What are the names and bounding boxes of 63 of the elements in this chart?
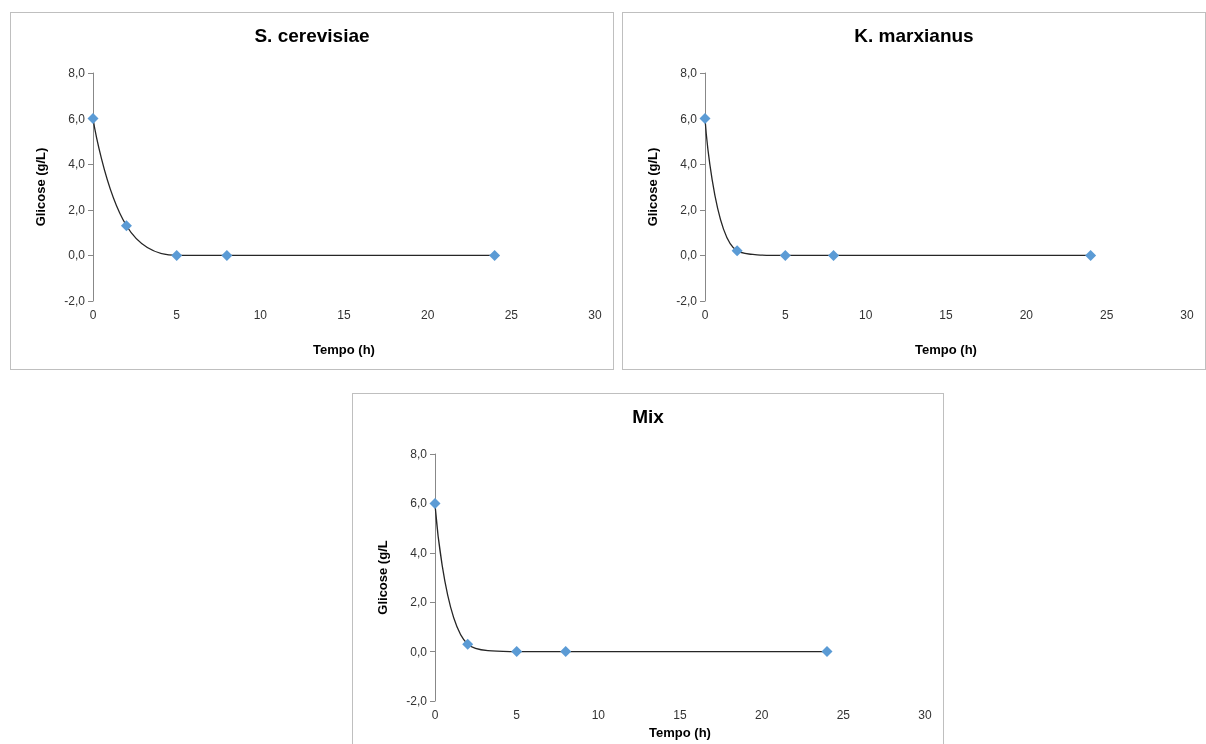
y-tick-label: 8,0 bbox=[68, 66, 86, 80]
x-tick-label: 5 bbox=[173, 308, 181, 322]
y-tick-label: -2,0 bbox=[64, 294, 86, 308]
x-tick-label: 10 bbox=[591, 708, 606, 722]
y-tick-label: 4,0 bbox=[680, 157, 698, 172]
y-axis-title: Glicose (g/L) bbox=[33, 147, 48, 227]
y-tick-label: 8,0 bbox=[680, 66, 698, 80]
chart-title: K. marxianus bbox=[854, 25, 974, 46]
y-tick-label: 0,0 bbox=[410, 644, 428, 659]
y-axis-title: Glicose (g/L) bbox=[645, 147, 660, 227]
x-tick-label: 10 bbox=[858, 308, 873, 322]
x-tick-label: 0 bbox=[701, 308, 709, 322]
point bbox=[828, 249, 840, 261]
point bbox=[429, 497, 441, 509]
x-tick-label: 30 bbox=[588, 308, 602, 322]
y-tick-label: -2,0 bbox=[406, 694, 428, 708]
point bbox=[699, 113, 711, 125]
y-axis-title: Glicose (g/L bbox=[375, 540, 390, 615]
y-tick-label: 6,0 bbox=[68, 111, 86, 126]
x-tick-label: 20 bbox=[1019, 308, 1034, 322]
chart-title: S. cerevisiae bbox=[254, 25, 370, 46]
x-tick-label: 30 bbox=[918, 708, 932, 722]
y-tick-label: 4,0 bbox=[410, 545, 428, 560]
point bbox=[171, 249, 183, 261]
point bbox=[1085, 249, 1097, 261]
x-tick-label: 25 bbox=[1099, 308, 1114, 322]
x-tick-label: 15 bbox=[673, 708, 687, 722]
y-tick-label: 2,0 bbox=[68, 202, 86, 217]
point bbox=[221, 249, 233, 261]
point bbox=[87, 113, 99, 125]
x-tick-label: 20 bbox=[420, 308, 435, 322]
point bbox=[560, 646, 572, 658]
point bbox=[120, 220, 132, 232]
x-axis-title: Tempo (h) bbox=[915, 342, 977, 357]
point bbox=[489, 249, 501, 261]
x-tick-label: 10 bbox=[253, 308, 268, 322]
y-tick-label: 0,0 bbox=[680, 248, 698, 263]
x-tick-label: 0 bbox=[431, 708, 439, 722]
chart-title: Mix bbox=[632, 406, 665, 427]
point bbox=[731, 245, 743, 257]
y-tick-label: 8,0 bbox=[410, 447, 428, 461]
y-tick-label: 2,0 bbox=[680, 202, 698, 217]
x-tick-label: 25 bbox=[504, 308, 519, 322]
x-tick-label: 30 bbox=[1180, 308, 1194, 322]
x-axis-title: Tempo (h) bbox=[313, 342, 375, 357]
x-tick-label: 5 bbox=[513, 708, 521, 722]
x-axis-title: Tempo (h) bbox=[649, 724, 711, 740]
x-tick-label: 25 bbox=[836, 708, 851, 722]
point bbox=[462, 638, 474, 650]
y-tick-label: 6,0 bbox=[680, 111, 698, 126]
point bbox=[821, 646, 833, 658]
point bbox=[779, 249, 791, 261]
y-tick-label: 0,0 bbox=[68, 248, 86, 263]
y-tick-label: 6,0 bbox=[410, 496, 428, 511]
y-tick-label: 2,0 bbox=[410, 595, 428, 610]
y-tick-label: -2,0 bbox=[676, 294, 698, 308]
y-tick-label: 4,0 bbox=[68, 157, 86, 172]
point bbox=[511, 646, 523, 658]
x-tick-label: 0 bbox=[89, 308, 97, 322]
x-tick-label: 15 bbox=[939, 308, 953, 322]
x-tick-label: 20 bbox=[754, 708, 769, 722]
x-tick-label: 5 bbox=[781, 308, 789, 322]
x-tick-label: 15 bbox=[337, 308, 351, 322]
